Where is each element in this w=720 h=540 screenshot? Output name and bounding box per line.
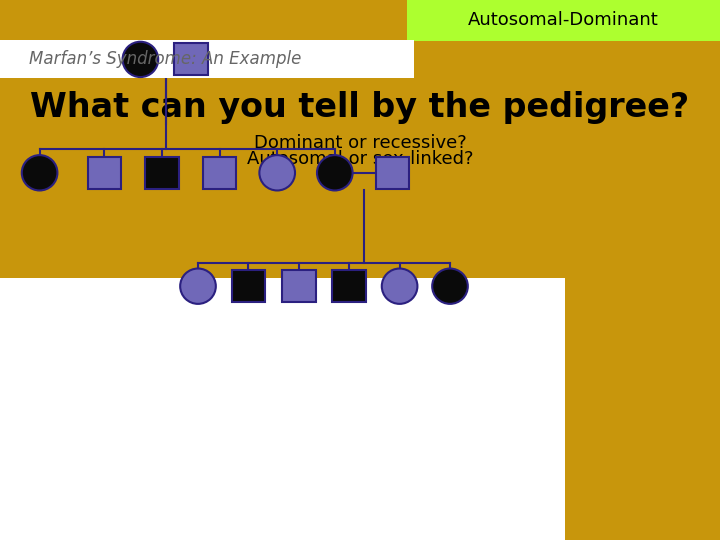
Ellipse shape	[180, 268, 216, 304]
Bar	[0, 40, 414, 78]
Bar	[232, 270, 265, 302]
Bar	[203, 157, 236, 189]
Bar	[88, 157, 121, 189]
Ellipse shape	[382, 268, 418, 304]
Bar	[333, 270, 366, 302]
Ellipse shape	[22, 155, 58, 191]
Bar	[282, 270, 315, 302]
Text: Marfan’s Syndrome: An Example: Marfan’s Syndrome: An Example	[29, 50, 301, 69]
Text: Dominant or recessive?: Dominant or recessive?	[253, 134, 467, 152]
Ellipse shape	[432, 268, 468, 304]
Bar	[376, 157, 409, 189]
Bar	[407, 0, 720, 40]
Text: What can you tell by the pedigree?: What can you tell by the pedigree?	[30, 91, 690, 125]
Ellipse shape	[122, 42, 158, 77]
Text: Autosomal-Dominant: Autosomal-Dominant	[468, 11, 659, 29]
Bar	[145, 157, 179, 189]
Text: Autosomal or sex-linked?: Autosomal or sex-linked?	[247, 150, 473, 168]
Ellipse shape	[259, 155, 295, 191]
Ellipse shape	[317, 155, 353, 191]
Bar	[0, 278, 565, 540]
Bar	[174, 43, 207, 76]
